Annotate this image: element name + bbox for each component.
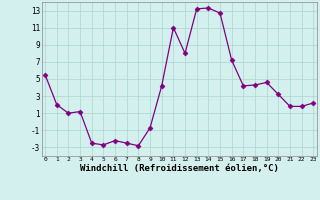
X-axis label: Windchill (Refroidissement éolien,°C): Windchill (Refroidissement éolien,°C) (80, 164, 279, 173)
